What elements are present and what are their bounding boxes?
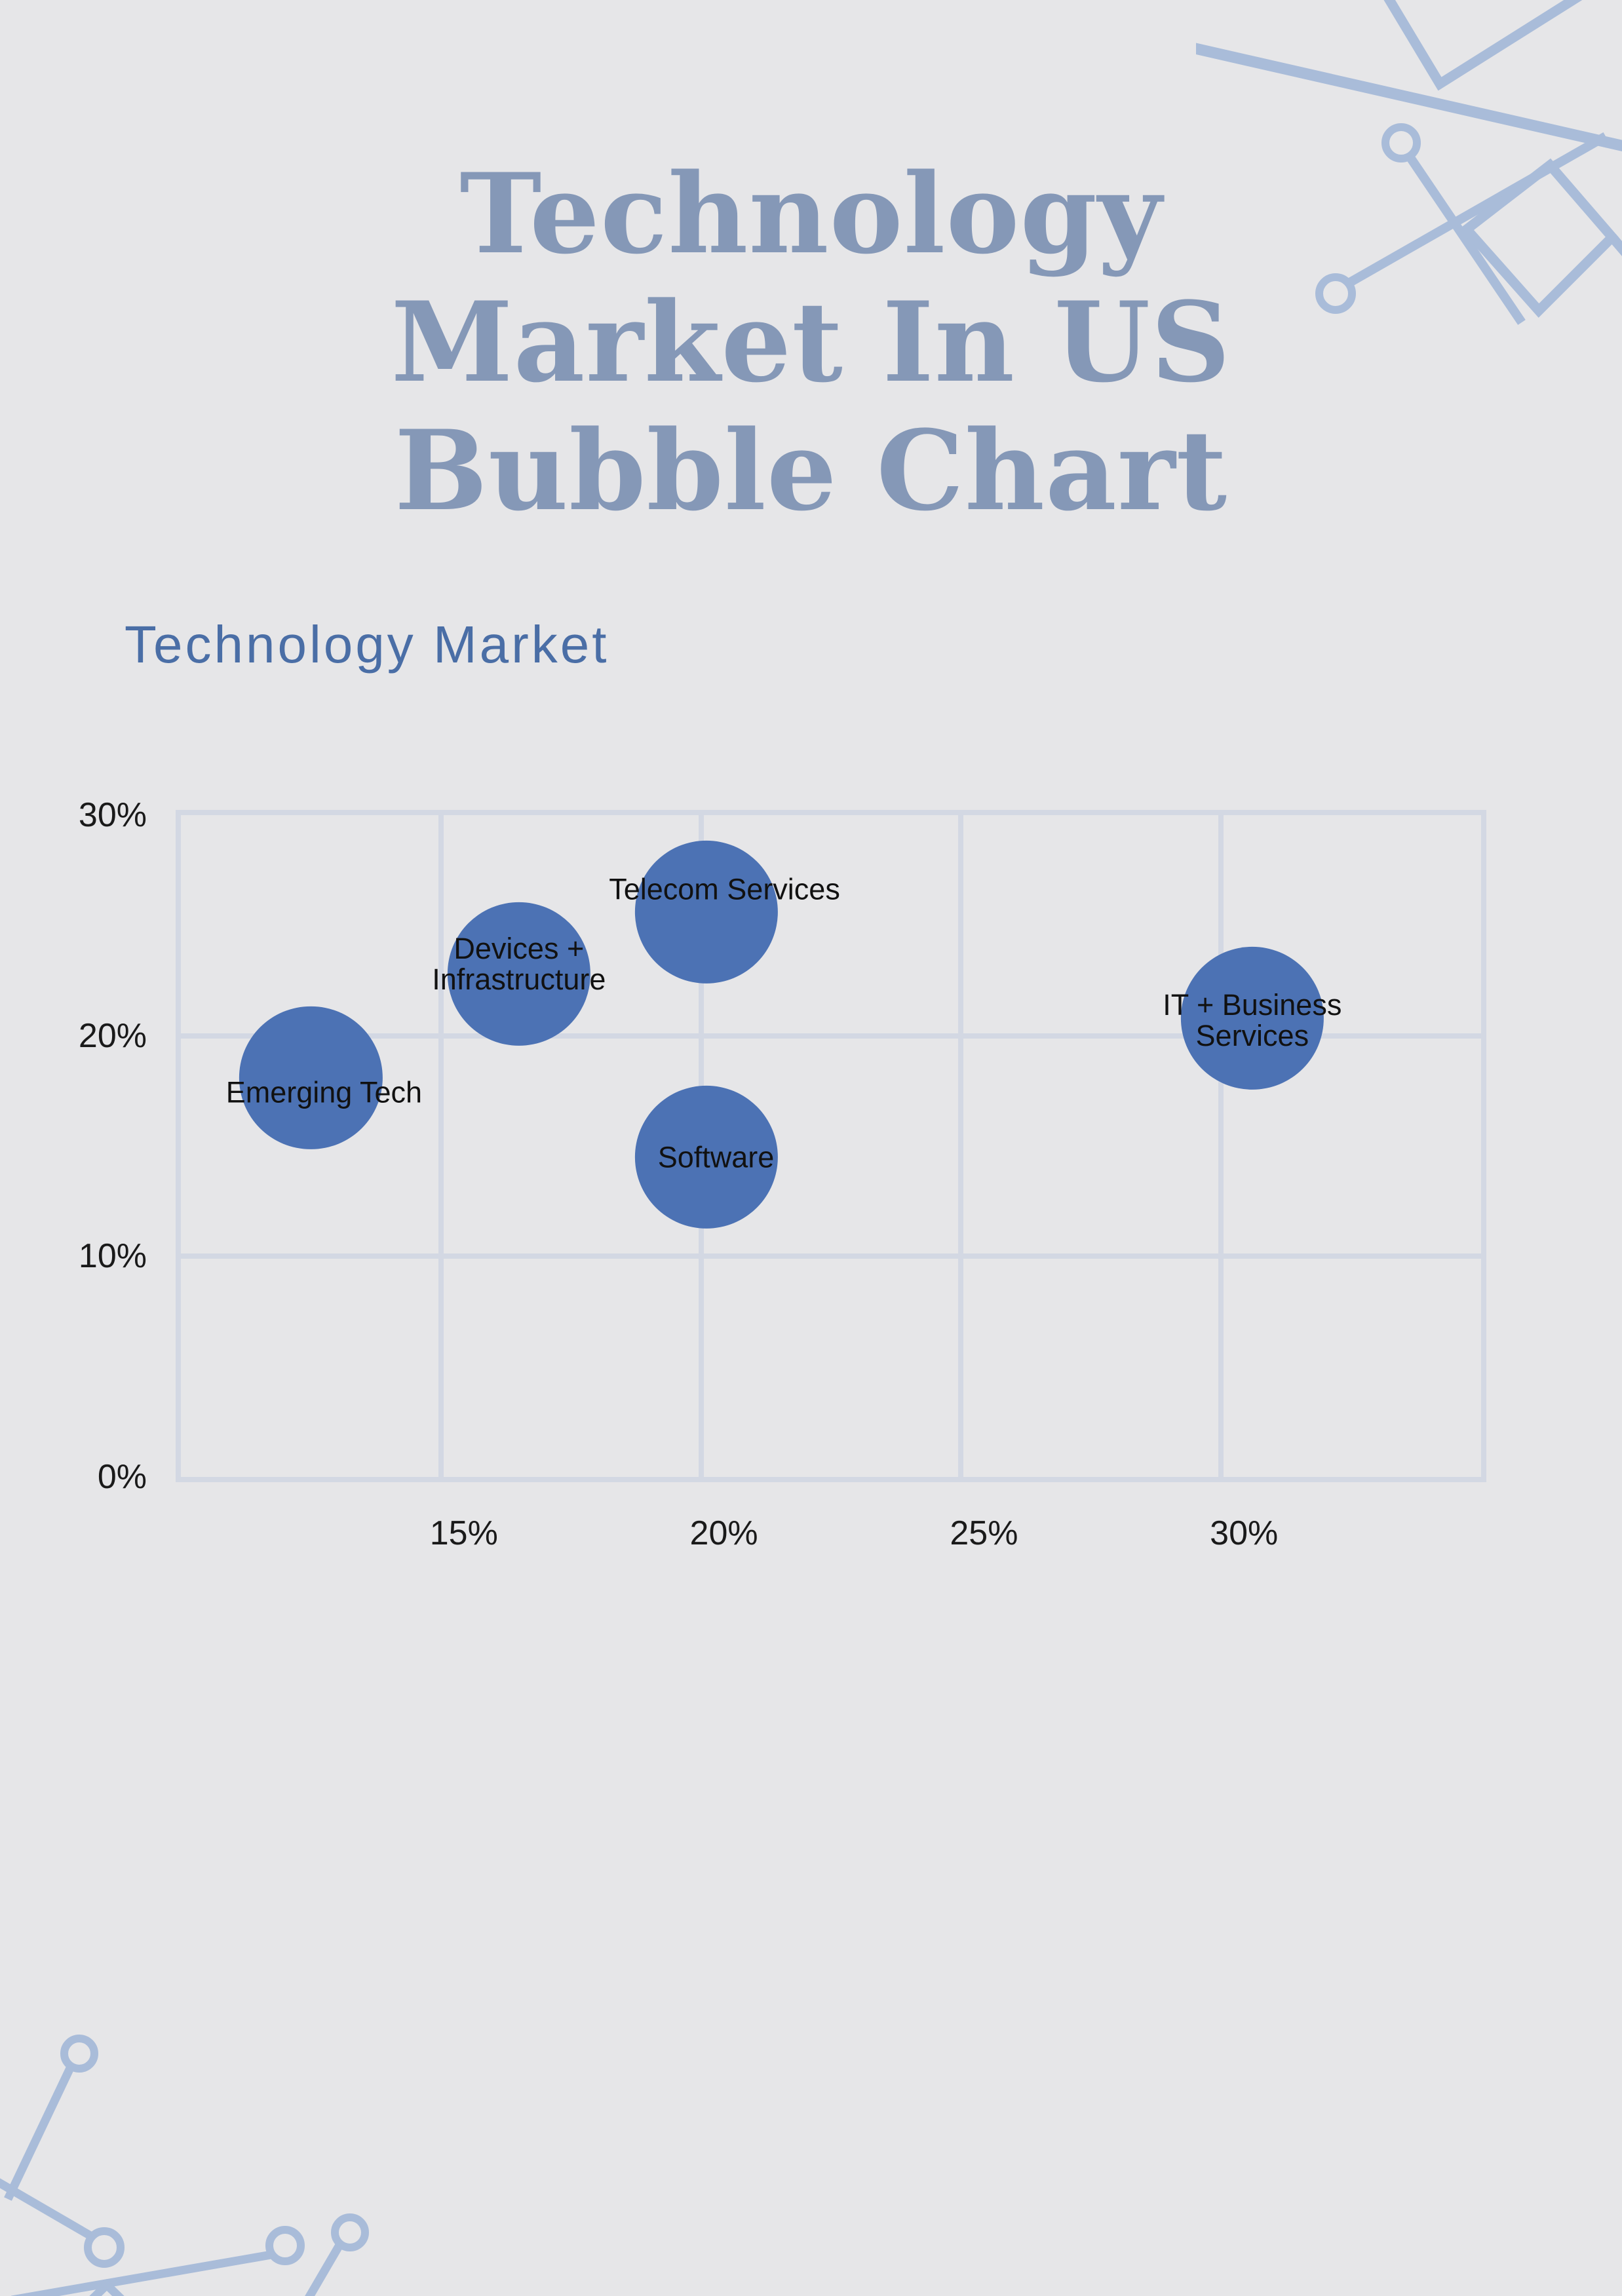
gridline-vertical [1218, 815, 1224, 1477]
bubble-label-emerging-tech: Emerging Tech [226, 1077, 422, 1107]
x-tick-label: 30% [1210, 1514, 1279, 1552]
y-tick-label: 30% [78, 796, 147, 834]
node-link-line [0, 2178, 93, 2240]
page-title-line: Technology [459, 149, 1163, 278]
node-circle [60, 2035, 98, 2073]
gridline-vertical [958, 815, 964, 1477]
bubble-label-line: Emerging Tech [225, 1075, 423, 1109]
y-tick-label: 10% [78, 1237, 147, 1276]
bubble-label-line: Telecom Services [609, 872, 840, 906]
bubble-label-devices-infrastructure: Devices + Infrastructure [432, 933, 606, 995]
y-tick-label: 20% [78, 1016, 147, 1055]
gridline-vertical [438, 815, 444, 1477]
node-circle [84, 2227, 125, 2268]
bubble-label-it-business-services: IT + Business Services [1163, 989, 1342, 1051]
page-title-line: Market In US [391, 277, 1231, 407]
node-link-line [4, 2065, 75, 2201]
bubble-label-line: Devices + [454, 932, 585, 966]
bubble-telecom-services [634, 841, 778, 984]
long-diagonal-line [1196, 43, 1622, 152]
chart-subtitle: Technology Market [125, 615, 609, 674]
page-title-line: Bubble Chart [394, 406, 1228, 535]
decoration-bottom-left-network [0, 2035, 369, 2296]
bubble-label-line: Services [1195, 1018, 1309, 1052]
bubble-label-line: Infrastructure [432, 963, 606, 997]
x-tick-label: 25% [950, 1514, 1018, 1552]
node-circle [331, 2213, 369, 2251]
y-tick-label: 0% [97, 1458, 147, 1496]
diamond-outline [89, 2278, 125, 2296]
x-tick-label: 15% [429, 1514, 498, 1552]
node-link-line [10, 2250, 273, 2296]
gridline-horizontal [181, 1253, 1481, 1259]
bubble-label-telecom-services: Telecom Services [609, 874, 840, 905]
bubble-software [634, 1085, 778, 1229]
bubble-label-software: Software [658, 1141, 775, 1172]
gridline-horizontal [181, 1033, 1481, 1039]
bubble-devices-infrastructure [447, 902, 590, 1046]
zigzag-line [1383, 0, 1583, 91]
bubble-emerging-tech [239, 1006, 383, 1149]
bubble-label-line: Software [657, 1140, 775, 1174]
plot-area: 30% 20% 10% 0% 15% 20% 25% 30% Emerging Tech Devi… [79, 796, 1486, 1552]
node-link-line [305, 2244, 343, 2296]
bubble-it-business-services [1180, 946, 1324, 1090]
x-tick-label: 20% [689, 1514, 758, 1552]
page-title: Technology Market In US Bubble Chart [0, 149, 1622, 535]
bubble-label-line: IT + Business [1163, 987, 1342, 1022]
node-circle [265, 2226, 305, 2265]
